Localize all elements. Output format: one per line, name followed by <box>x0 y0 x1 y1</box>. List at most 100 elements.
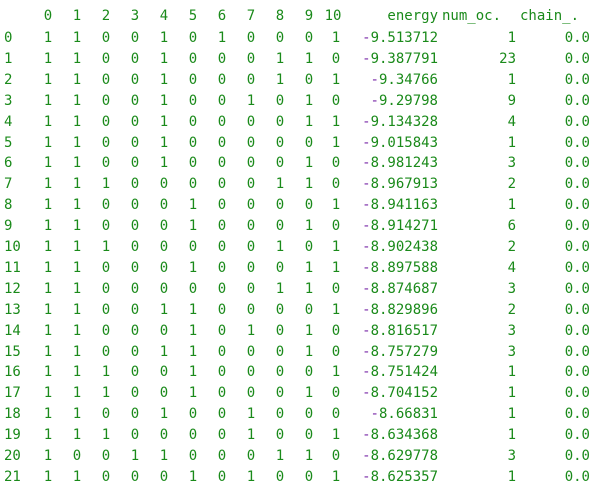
col-header-energy: energy <box>387 8 438 24</box>
bit-cell: 1 <box>72 301 82 318</box>
chain-cell: 0.0 <box>564 385 590 402</box>
bit-cell: 0 <box>217 448 227 464</box>
bit-cell: 0 <box>130 322 140 339</box>
bit-cell: 1 <box>43 239 53 255</box>
bit-cell: 0 <box>331 322 341 339</box>
bit-cell: 1 <box>246 427 256 444</box>
table-row: 8 1 1 0 0 0 1 0 0 0 0 1 -8.941163 1 0.0 <box>0 195 600 215</box>
bit-cell: 1 <box>101 385 111 402</box>
bit-cell: 1 <box>275 50 285 67</box>
bit-cell: 1 <box>188 218 198 235</box>
table-row: 1 1 1 0 0 1 0 0 0 1 1 0 -9.387791 23 0.0 <box>0 49 600 69</box>
bit-cell: 1 <box>43 134 53 151</box>
bit-cell: 0 <box>130 155 140 172</box>
col-header-7: 7 <box>246 8 256 24</box>
chain-cell: 0.0 <box>564 155 590 172</box>
chain-cell: 0.0 <box>564 176 590 193</box>
bit-cell: 0 <box>101 448 111 464</box>
bit-cell: 0 <box>101 218 111 235</box>
table-row: 21 1 1 0 0 0 1 0 1 0 0 1 -8.625357 1 0.0 <box>0 467 600 487</box>
bit-cell: 0 <box>130 218 140 235</box>
bit-cell: 1 <box>331 468 341 485</box>
bit-cell: 0 <box>331 385 341 402</box>
bit-cell: 0 <box>188 50 198 67</box>
bit-cell: 0 <box>304 301 314 318</box>
bit-cell: 0 <box>130 385 140 402</box>
num-oc-cell: 1 <box>507 30 516 46</box>
bit-cell: 0 <box>217 385 227 402</box>
bit-cell: 0 <box>159 427 169 444</box>
row-index: 21 <box>4 468 21 485</box>
bit-cell: 1 <box>304 448 314 464</box>
col-header-num-oc: num_oc. <box>442 8 502 24</box>
bit-cell: 1 <box>331 259 341 276</box>
bit-cell: 0 <box>275 427 285 444</box>
bit-cell: 0 <box>130 113 140 130</box>
chain-cell: 0.0 <box>564 468 590 485</box>
bit-cell: 0 <box>101 406 111 423</box>
num-oc-cell: 1 <box>507 406 516 423</box>
bit-cell: 0 <box>304 134 314 151</box>
table-row: 14 1 1 0 0 0 1 0 1 0 1 0 -8.816517 3 0.0 <box>0 321 600 341</box>
table-row: 19 1 1 1 0 0 0 0 1 0 0 1 -8.634368 1 0.0 <box>0 425 600 445</box>
bit-cell: 0 <box>101 343 111 360</box>
bit-cell: 1 <box>72 468 82 485</box>
energy-cell: -8.914271 <box>362 218 438 235</box>
num-oc-cell: 6 <box>507 218 516 235</box>
bit-cell: 1 <box>43 343 53 360</box>
bit-cell: 0 <box>331 448 341 464</box>
chain-cell: 0.0 <box>564 364 590 381</box>
bit-cell: 1 <box>304 343 314 360</box>
energy-cell: -8.941163 <box>362 197 438 214</box>
bit-cell: 1 <box>43 155 53 172</box>
table-row: 17 1 1 1 0 0 1 0 0 0 1 0 -8.704152 1 0.0 <box>0 383 600 403</box>
bit-cell: 1 <box>304 259 314 276</box>
bit-cell: 1 <box>275 71 285 88</box>
bit-cell: 0 <box>130 50 140 67</box>
header-row: 0 1 2 3 4 5 6 7 8 9 10 energy num_oc. ch… <box>0 6 600 26</box>
bit-cell: 1 <box>43 448 53 464</box>
bit-cell: 0 <box>331 406 341 423</box>
bit-cell: 1 <box>159 406 169 423</box>
num-oc-cell: 1 <box>507 134 516 151</box>
bit-cell: 0 <box>331 218 341 235</box>
bit-cell: 0 <box>246 113 256 130</box>
bit-cell: 0 <box>101 301 111 318</box>
energy-cell: -8.625357 <box>362 468 438 485</box>
bit-cell: 1 <box>304 385 314 402</box>
bit-cell: 0 <box>246 176 256 193</box>
bit-cell: 0 <box>159 197 169 214</box>
bit-cell: 0 <box>188 280 198 297</box>
bit-cell: 0 <box>159 322 169 339</box>
bit-cell: 1 <box>72 427 82 444</box>
bit-cell: 0 <box>101 71 111 88</box>
bit-cell: 1 <box>43 468 53 485</box>
bit-cell: 0 <box>217 71 227 88</box>
bit-cell: 0 <box>101 322 111 339</box>
bit-cell: 0 <box>304 364 314 381</box>
col-header-4: 4 <box>159 8 169 24</box>
row-index: 10 <box>4 239 21 255</box>
bit-cell: 0 <box>130 468 140 485</box>
bit-cell: 0 <box>217 301 227 318</box>
chain-cell: 0.0 <box>564 280 590 297</box>
bit-cell: 0 <box>101 468 111 485</box>
bit-cell: 1 <box>188 259 198 276</box>
bit-cell: 1 <box>331 427 341 444</box>
bit-cell: 0 <box>217 364 227 381</box>
bit-cell: 1 <box>331 364 341 381</box>
energy-cell: -8.902438 <box>362 239 438 255</box>
bit-cell: 0 <box>101 259 111 276</box>
num-oc-cell: 23 <box>499 50 516 67</box>
energy-cell: -8.967913 <box>362 176 438 193</box>
num-oc-cell: 2 <box>507 176 516 193</box>
bit-cell: 0 <box>275 322 285 339</box>
bit-cell: 0 <box>101 280 111 297</box>
energy-cell: -8.634368 <box>362 427 438 444</box>
num-oc-cell: 9 <box>507 92 516 109</box>
bit-cell: 0 <box>331 280 341 297</box>
bit-cell: 1 <box>304 218 314 235</box>
bit-cell: 0 <box>246 385 256 402</box>
bit-cell: 0 <box>130 197 140 214</box>
row-index: 12 <box>4 280 21 297</box>
